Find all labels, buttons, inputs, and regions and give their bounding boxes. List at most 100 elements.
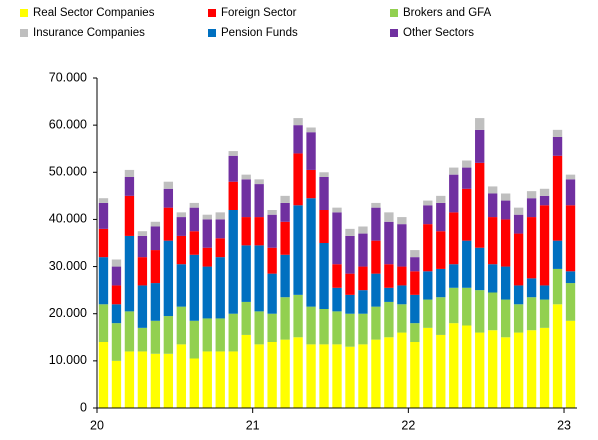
bar-segment <box>241 217 251 246</box>
bar-segment <box>513 207 524 215</box>
bar-segment <box>449 174 459 213</box>
bar-segment <box>358 344 368 408</box>
bar-segment <box>345 235 355 274</box>
bar-segment <box>111 285 122 305</box>
bar-segment <box>410 323 420 342</box>
x-tick-label: 22 <box>401 418 415 432</box>
bar-segment <box>552 304 563 408</box>
legend-label: Other Sectors <box>403 27 474 39</box>
y-tick-label: 0 <box>80 400 87 414</box>
bar-segment <box>332 311 342 345</box>
bar-segment <box>371 306 381 340</box>
bar-segment <box>539 195 550 206</box>
legend: Real Sector Companies Brokers and GFA Pens… <box>20 7 492 39</box>
bar-segment <box>111 360 122 408</box>
bar-segment <box>319 210 329 243</box>
bar-segment <box>280 195 290 203</box>
bar-segment <box>98 228 109 258</box>
bar-segment <box>319 177 329 210</box>
bar-segment <box>358 313 368 345</box>
bar-segment <box>163 316 174 354</box>
legend-swatch <box>208 9 216 17</box>
bar-segment <box>500 193 511 201</box>
bar-segment <box>552 136 563 156</box>
bar-segment <box>384 221 394 265</box>
bar-segment <box>150 353 161 408</box>
bar-segment <box>280 202 290 222</box>
bar-segment <box>475 162 485 248</box>
bar-segment <box>397 217 407 225</box>
bar-segment <box>358 233 368 267</box>
bar-segment <box>228 351 238 408</box>
bar-segment <box>150 283 161 321</box>
y-tick-label: 10.000 <box>49 353 87 367</box>
bar-segment <box>565 179 576 206</box>
bar-segment <box>293 337 303 408</box>
bar-segment <box>254 179 264 185</box>
bar-segment <box>526 217 537 279</box>
x-tick-label: 23 <box>557 418 571 432</box>
bar-segment <box>436 268 446 298</box>
y-tick-label: 50.000 <box>49 165 87 179</box>
bar-segment <box>124 311 135 352</box>
bar-segment <box>552 240 563 269</box>
bar-segment <box>332 264 342 288</box>
bar-segment <box>462 325 472 408</box>
bar-segment <box>488 264 498 293</box>
bar-segment <box>215 351 225 408</box>
bar-segment <box>565 205 576 272</box>
bar-segment <box>124 195 135 236</box>
bar-segment <box>111 304 122 324</box>
bar-segment <box>475 290 485 333</box>
bar-segment <box>371 202 381 208</box>
y-tick-label: 30.000 <box>49 259 87 273</box>
bar-segment <box>241 301 251 335</box>
bar-segment <box>500 200 511 220</box>
bar-segment <box>241 179 251 218</box>
bar-segment <box>176 235 186 265</box>
bar-segment <box>215 219 225 239</box>
bar-segment <box>202 214 212 220</box>
legend-swatch <box>20 9 28 17</box>
bar-segment <box>176 306 186 345</box>
bar-segment <box>98 342 109 408</box>
bar-segment <box>526 297 537 331</box>
bar-segment <box>449 167 459 175</box>
legend-label: Foreign Sector <box>221 7 297 19</box>
bar-segment <box>397 285 407 305</box>
bar-segment <box>436 202 446 232</box>
bar-segment <box>176 264 186 307</box>
bar-segment <box>267 247 277 274</box>
legend-label: Pension Funds <box>221 27 298 39</box>
bar-segment <box>150 250 161 284</box>
bar-segment <box>228 151 238 156</box>
bar-segment <box>423 299 433 328</box>
bar-segment <box>202 247 212 267</box>
bar-segment <box>552 268 563 305</box>
bar-segment <box>267 342 277 408</box>
bar-segment <box>280 339 290 408</box>
bar-segment <box>436 297 446 335</box>
legend-label: Insurance Companies <box>33 27 145 39</box>
bar-segment <box>176 212 186 218</box>
bar-segment <box>410 257 420 272</box>
y-tick-label: 20.000 <box>49 306 87 320</box>
bar-segment <box>267 313 277 342</box>
bar-segment <box>384 212 394 222</box>
bar-segment <box>475 118 485 130</box>
bar-segment <box>500 219 511 267</box>
bar-segment <box>423 205 433 225</box>
bar-segment <box>397 266 407 286</box>
bar-segment <box>436 195 446 203</box>
bar-segment <box>384 264 394 288</box>
bar-segment <box>228 210 238 314</box>
bar-segment <box>332 212 342 265</box>
bar-segment <box>163 181 174 189</box>
bar-segment <box>462 160 472 168</box>
x-tick-label: 21 <box>246 418 260 432</box>
bar-segment <box>462 240 472 288</box>
bar-segment <box>163 188 174 208</box>
bar-segment <box>526 330 537 408</box>
bar-segment <box>513 332 524 408</box>
